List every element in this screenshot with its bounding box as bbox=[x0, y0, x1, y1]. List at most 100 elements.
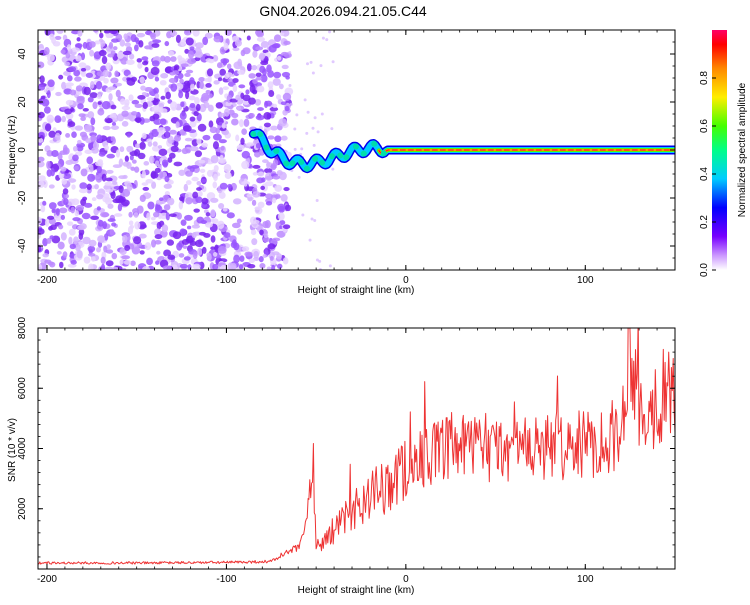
noise-speckle bbox=[95, 81, 103, 90]
noise-speckle bbox=[280, 194, 288, 202]
noise-speckle bbox=[85, 72, 94, 78]
noise-speckle bbox=[328, 264, 332, 268]
noise-speckle bbox=[148, 155, 155, 164]
noise-speckle bbox=[63, 70, 71, 77]
noise-speckle bbox=[74, 125, 83, 131]
noise-speckle bbox=[210, 155, 219, 164]
noise-speckle bbox=[119, 259, 124, 265]
noise-speckle bbox=[198, 231, 207, 236]
noise-speckle bbox=[204, 77, 212, 82]
noise-speckle bbox=[115, 195, 124, 204]
noise-speckle bbox=[278, 212, 285, 221]
noise-speckle bbox=[263, 122, 272, 128]
noise-speckle bbox=[190, 164, 200, 169]
noise-speckle bbox=[241, 160, 250, 170]
figure-title: GN04.2026.094.21.05.C44 bbox=[259, 3, 427, 19]
noise-speckle bbox=[178, 196, 185, 202]
noise-speckle bbox=[197, 123, 207, 132]
noise-speckle bbox=[172, 70, 180, 75]
noise-speckle bbox=[120, 98, 126, 105]
noise-speckle bbox=[256, 85, 265, 93]
noise-speckle bbox=[126, 133, 132, 138]
noise-speckle bbox=[65, 160, 74, 166]
noise-speckle bbox=[89, 49, 95, 57]
noise-speckle bbox=[42, 237, 48, 247]
noise-speckle bbox=[185, 69, 194, 74]
noise-speckle bbox=[217, 220, 225, 229]
noise-speckle bbox=[189, 145, 199, 152]
noise-speckle bbox=[257, 171, 265, 177]
noise-speckle bbox=[103, 30, 111, 34]
noise-speckle bbox=[65, 82, 74, 87]
noise-speckle bbox=[105, 188, 114, 193]
noise-speckle bbox=[40, 205, 46, 213]
noise-speckle bbox=[39, 75, 45, 84]
noise-speckle bbox=[90, 215, 100, 221]
noise-speckle bbox=[306, 62, 310, 66]
noise-speckle bbox=[82, 41, 88, 49]
noise-speckle bbox=[154, 93, 160, 99]
noise-speckle bbox=[141, 132, 147, 140]
noise-speckle bbox=[173, 161, 183, 167]
noise-speckle bbox=[57, 241, 65, 250]
noise-speckle bbox=[259, 262, 266, 269]
noise-speckle bbox=[38, 156, 45, 162]
noise-speckle bbox=[252, 50, 258, 58]
noise-speckle bbox=[272, 78, 281, 86]
noise-speckle bbox=[107, 53, 115, 58]
noise-speckle bbox=[313, 116, 317, 120]
noise-speckle bbox=[82, 196, 88, 201]
noise-speckle bbox=[77, 103, 84, 110]
noise-speckle bbox=[142, 60, 149, 66]
noise-speckle bbox=[274, 135, 282, 143]
x-tick-label: 0 bbox=[403, 574, 409, 585]
tone-blob bbox=[319, 159, 326, 166]
noise-speckle bbox=[134, 221, 141, 230]
noise-speckle bbox=[272, 103, 278, 108]
noise-speckle bbox=[208, 120, 214, 128]
noise-speckle bbox=[241, 150, 251, 159]
noise-speckle bbox=[196, 187, 202, 191]
noise-speckle bbox=[289, 102, 293, 106]
noise-speckle bbox=[187, 264, 192, 270]
noise-speckle bbox=[184, 137, 193, 142]
noise-speckle bbox=[121, 255, 131, 260]
noise-speckle bbox=[96, 134, 103, 143]
noise-speckle bbox=[144, 45, 153, 50]
noise-speckle bbox=[47, 215, 55, 220]
noise-speckle bbox=[227, 78, 234, 83]
noise-speckle bbox=[120, 56, 128, 65]
noise-speckle bbox=[51, 208, 56, 214]
noise-speckle bbox=[175, 83, 184, 90]
noise-speckle bbox=[131, 245, 141, 255]
noise-speckle bbox=[205, 82, 212, 88]
y-tick-label: 4000 bbox=[17, 437, 28, 460]
noise-speckle bbox=[198, 77, 205, 82]
noise-speckle bbox=[193, 208, 200, 213]
noise-speckle bbox=[122, 50, 132, 56]
noise-speckle bbox=[164, 175, 170, 183]
noise-speckle bbox=[76, 249, 83, 259]
noise-speckle bbox=[74, 210, 80, 217]
noise-speckle bbox=[251, 199, 257, 206]
noise-speckle bbox=[38, 61, 45, 69]
noise-speckle bbox=[60, 49, 66, 54]
noise-speckle bbox=[238, 119, 244, 128]
noise-speckle bbox=[183, 183, 189, 192]
noise-speckle bbox=[144, 242, 152, 251]
noise-speckle bbox=[253, 250, 260, 259]
noise-speckle bbox=[146, 97, 155, 102]
noise-speckle bbox=[138, 233, 147, 239]
tone-blob bbox=[298, 159, 305, 166]
noise-speckle bbox=[224, 73, 230, 80]
noise-speckle bbox=[65, 99, 74, 106]
noise-speckle bbox=[177, 55, 183, 61]
noise-speckle bbox=[178, 169, 186, 176]
noise-speckle bbox=[147, 201, 155, 210]
colorbar-tick-label: 0.4 bbox=[699, 167, 710, 181]
noise-speckle bbox=[241, 128, 248, 136]
noise-speckle bbox=[66, 221, 74, 226]
noise-speckle bbox=[60, 214, 66, 220]
noise-speckle bbox=[244, 251, 253, 257]
noise-speckle bbox=[190, 83, 195, 91]
